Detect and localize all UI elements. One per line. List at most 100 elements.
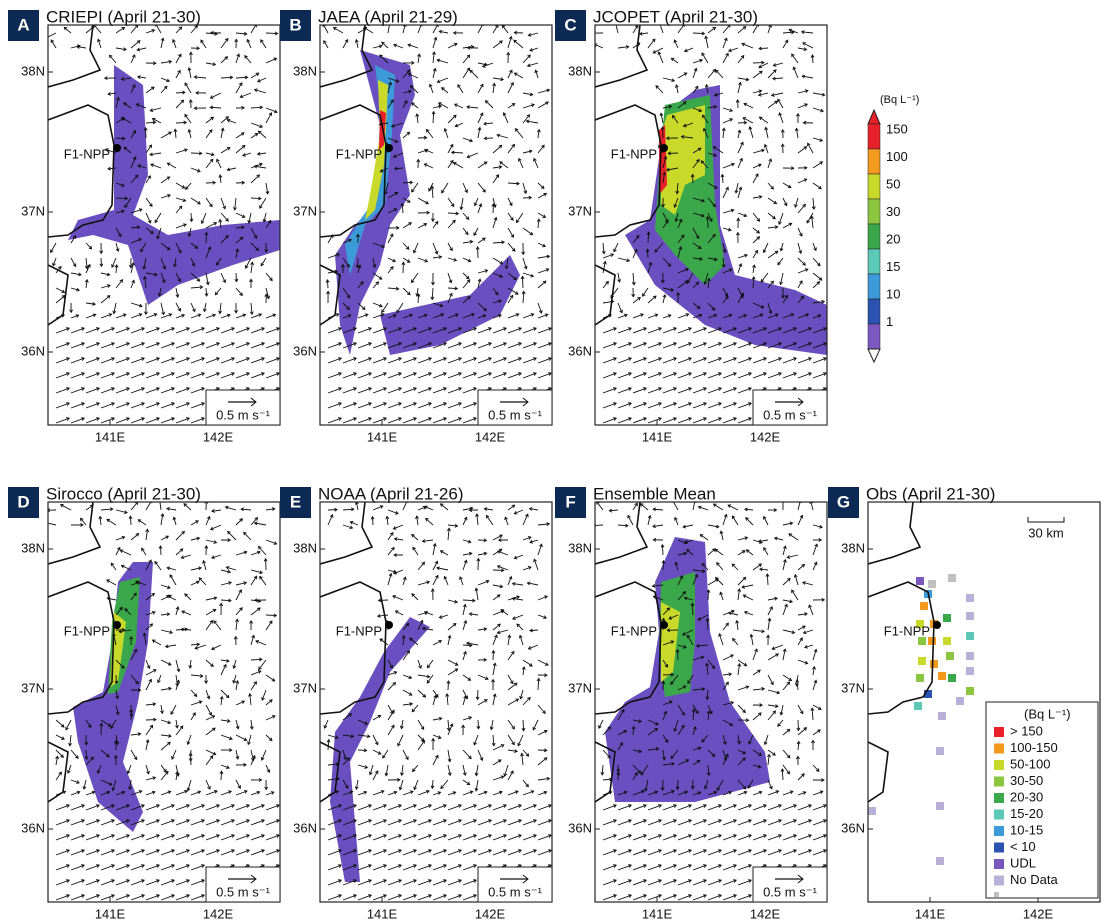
current-vector bbox=[529, 508, 539, 511]
vector-head bbox=[157, 679, 161, 684]
current-vector bbox=[737, 734, 740, 744]
vector-head bbox=[655, 747, 660, 751]
current-vector bbox=[752, 648, 758, 661]
vector-head bbox=[186, 327, 190, 331]
vector-head bbox=[756, 218, 761, 222]
legend-swatch bbox=[994, 793, 1004, 803]
current-vector bbox=[130, 262, 134, 274]
vector-head bbox=[111, 357, 115, 361]
current-vector bbox=[767, 280, 774, 289]
current-vector bbox=[782, 295, 788, 304]
vector-head bbox=[426, 674, 431, 679]
vector-head bbox=[739, 157, 743, 162]
current-vector bbox=[55, 864, 70, 871]
obs-sample bbox=[956, 697, 964, 705]
vector-head bbox=[413, 879, 417, 883]
vector-head bbox=[821, 597, 826, 602]
current-vector bbox=[426, 129, 434, 139]
current-vector bbox=[205, 790, 218, 796]
vector-head bbox=[725, 753, 729, 758]
current-vector bbox=[100, 849, 115, 856]
vector-head bbox=[511, 725, 515, 730]
current-vector bbox=[260, 39, 267, 49]
current-vector bbox=[265, 674, 275, 682]
vector-head bbox=[623, 729, 628, 734]
current-vector bbox=[617, 791, 627, 796]
current-vector bbox=[145, 372, 160, 379]
vector-head bbox=[273, 541, 278, 545]
current-vector bbox=[393, 524, 404, 530]
vector-head bbox=[323, 725, 328, 729]
vector-head bbox=[725, 52, 729, 57]
vector-head bbox=[808, 804, 812, 808]
current-vector bbox=[190, 25, 198, 34]
current-vector bbox=[492, 650, 494, 661]
scale-label: 0.5 m s⁻¹ bbox=[488, 884, 542, 899]
current-vector bbox=[85, 834, 100, 841]
vector-head bbox=[703, 357, 707, 361]
vector-head bbox=[751, 276, 756, 280]
current-vector bbox=[492, 174, 499, 184]
current-vector bbox=[796, 679, 799, 691]
vector-head bbox=[219, 602, 224, 607]
vector-head bbox=[443, 417, 447, 421]
vector-head bbox=[731, 609, 735, 614]
current-vector bbox=[475, 764, 479, 776]
vector-head bbox=[334, 507, 338, 512]
current-vector bbox=[492, 663, 496, 676]
vector-head bbox=[757, 92, 762, 97]
current-vector bbox=[692, 747, 701, 751]
vector-head bbox=[818, 277, 823, 281]
vector-head bbox=[112, 310, 117, 315]
current-vector bbox=[737, 187, 742, 199]
vector-head bbox=[443, 849, 447, 853]
current-vector bbox=[477, 791, 487, 796]
current-vector bbox=[357, 372, 372, 379]
current-vector bbox=[692, 704, 699, 714]
vector-head bbox=[142, 265, 147, 270]
current-vector bbox=[424, 163, 434, 169]
current-vector bbox=[172, 39, 177, 49]
current-vector bbox=[372, 272, 383, 280]
current-vector bbox=[145, 849, 160, 856]
vector-head bbox=[236, 53, 241, 58]
vector-head bbox=[443, 372, 447, 376]
vector-head bbox=[398, 372, 402, 376]
vector-head bbox=[698, 108, 703, 113]
current-vector bbox=[677, 834, 692, 841]
current-vector bbox=[677, 685, 687, 691]
current-vector bbox=[692, 281, 699, 289]
vector-head bbox=[482, 237, 486, 242]
current-vector bbox=[181, 554, 192, 559]
vector-head bbox=[640, 771, 645, 776]
current-vector bbox=[670, 749, 679, 759]
current-vector bbox=[402, 879, 417, 886]
current-vector bbox=[655, 85, 664, 94]
current-vector bbox=[782, 223, 792, 229]
current-vector bbox=[811, 708, 814, 721]
vector-head bbox=[184, 627, 189, 632]
vector-head bbox=[259, 570, 264, 575]
current-vector bbox=[812, 257, 821, 267]
current-vector bbox=[242, 152, 252, 157]
current-vector bbox=[782, 849, 797, 856]
current-vector bbox=[782, 357, 797, 364]
current-vector bbox=[372, 770, 379, 781]
current-vector bbox=[737, 158, 743, 169]
vector-head bbox=[154, 560, 158, 565]
vector-head bbox=[428, 804, 432, 808]
vector-head bbox=[533, 327, 537, 331]
current-vector bbox=[722, 387, 737, 394]
vector-head bbox=[256, 550, 261, 555]
vector-head bbox=[184, 148, 188, 153]
vector-head bbox=[546, 776, 551, 781]
vector-head bbox=[161, 311, 166, 316]
current-vector bbox=[187, 734, 192, 745]
legend-label: 50-100 bbox=[1010, 756, 1050, 771]
current-vector bbox=[145, 272, 158, 276]
vector-head bbox=[84, 265, 89, 270]
vector-head bbox=[115, 711, 120, 716]
current-vector bbox=[55, 357, 70, 364]
vector-head bbox=[136, 40, 141, 44]
vector-head bbox=[201, 834, 205, 838]
